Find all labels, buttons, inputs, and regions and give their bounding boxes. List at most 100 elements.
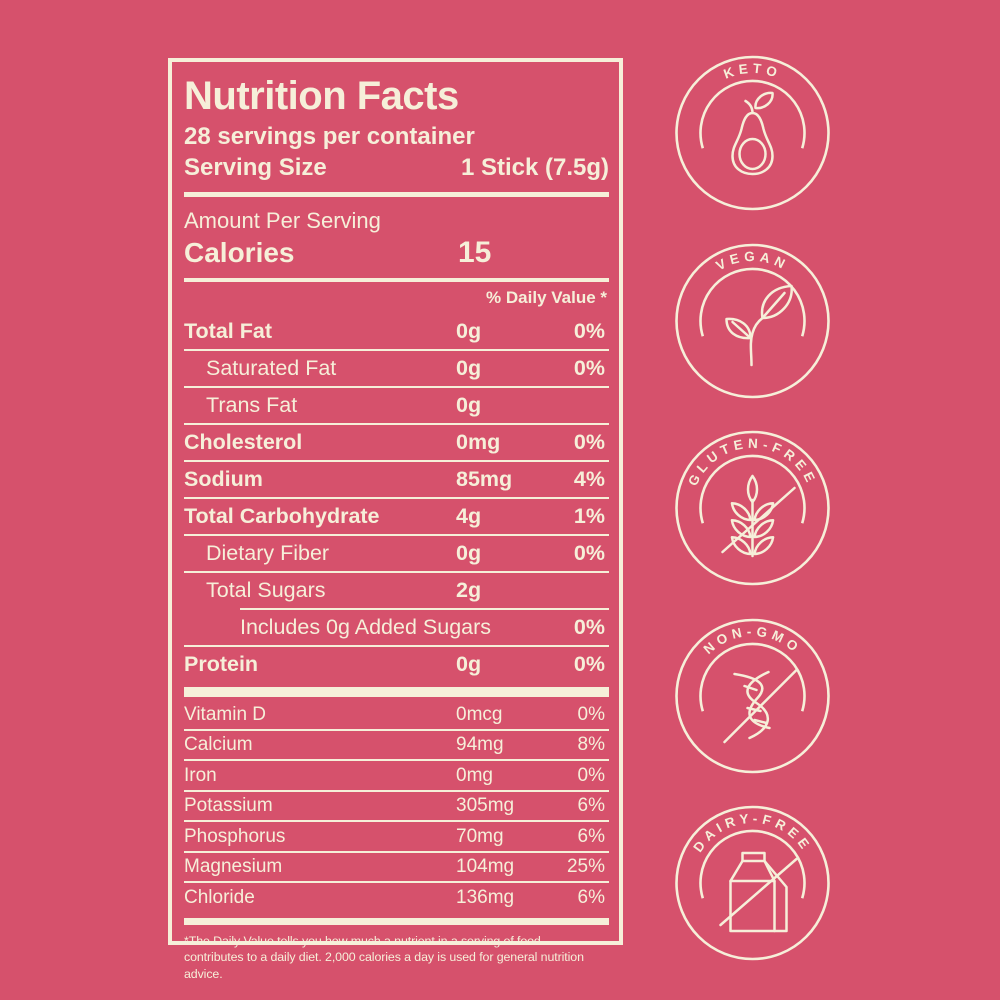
calories-row: Calories 15 [184,234,609,272]
nutrient-amount: 2g [456,578,482,602]
row-total-fat: Total Fat 0g 0% [184,314,609,349]
separator-medium [184,278,609,282]
row-iron: Iron 0mg 0% [184,759,609,790]
badge-vegan: VEGAN [675,243,830,398]
row-cholesterol: Cholesterol 0mg 0% [184,423,609,460]
badge-dairy-free: DAIRY-FREE [675,805,830,961]
nutrient-name: Includes 0g Added Sugars [240,615,492,639]
avocado-icon [731,91,774,176]
nutrient-name: Magnesium [184,856,283,877]
badge-outer-ring [675,430,830,586]
nutrient-dv: 4% [573,467,605,491]
row-potassium: Potassium 305mg 6% [184,789,609,821]
nutrient-amount: 85mg [456,467,513,491]
nutrient-amount: 0g [456,541,482,565]
wheat-crossed-icon [721,474,796,558]
row-trans-fat: Trans Fat 0g [184,386,609,423]
nutrient-dv: 25% [566,856,605,877]
nutrient-dv: 6% [577,825,605,847]
row-phosphorus: Phosphorus 70mg 6% [184,820,609,851]
nutrient-name: Chloride [184,886,255,908]
nutrition-facts-label: Nutrition Facts 28 servings per containe… [168,58,623,981]
calories-value: 15 [458,236,492,269]
nutrient-name: Calcium [184,734,253,755]
nutrient-amount: 0g [456,393,482,417]
milk-carton-crossed-icon [719,851,798,933]
nutrient-name: Trans Fat [206,393,298,417]
row-sodium: Sodium 85mg 4% [184,460,609,497]
badge-label: DAIRY-FREE [690,811,814,855]
nutrient-dv: 6% [577,795,605,816]
nutrient-name: Total Fat [184,319,272,343]
badge-label: KETO [722,61,784,82]
separator-thick [184,687,609,697]
nutrient-name: Total Sugars [206,578,326,602]
badge-column: KETO VEGAN GLUTEN-FREE [672,53,833,963]
row-total-sugars: Total Sugars 2g [184,571,609,608]
nutrient-amount: 0g [456,652,482,676]
badge-keto: KETO [675,55,830,211]
nutrient-dv: 0% [573,652,605,676]
sprout-icon [725,284,793,366]
nutrient-amount: 94mg [456,734,504,755]
badge-outer-ring [675,55,830,211]
nutrient-name: Phosphorus [184,825,286,847]
label-title: Nutrition Facts [184,74,459,118]
row-total-carbohydrate: Total Carbohydrate 4g 1% [184,497,609,534]
badge-outer-ring [675,243,830,398]
nutrient-name: Total Carbohydrate [184,504,380,528]
serving-size-label: Serving Size [184,154,327,181]
nutrient-dv: 0% [573,430,605,454]
nutrient-dv: 0% [577,703,605,725]
nutrient-amount: 305mg [456,795,515,816]
row-dietary-fiber: Dietary Fiber 0g 0% [184,534,609,571]
nutrient-name: Potassium [184,795,273,816]
separator-thick [184,192,609,197]
daily-value-footnote: *The Daily Value tells you how much a nu… [184,933,584,981]
badge-outer-ring [675,805,830,961]
amount-per-serving-label: Amount Per Serving [184,208,381,233]
row-added-sugars: Includes 0g Added Sugars 0% [240,608,609,645]
row-chloride: Chloride 136mg 6% [184,881,609,912]
badge-label: GLUTEN-FREE [685,436,820,489]
badge-inner-arc [699,267,806,337]
nutrient-amount: 4g [456,504,482,528]
nutrient-dv: 0% [573,356,605,380]
row-saturated-fat: Saturated Fat 0g 0% [184,349,609,386]
badge-gluten-free: GLUTEN-FREE [675,430,830,586]
nutrient-dv: 1% [573,504,605,528]
badge-inner-arc [699,642,806,712]
nutrient-amount: 0mg [456,764,493,786]
nutrient-amount: 136mg [456,886,515,908]
nutrient-dv: 0% [573,615,605,639]
nutrient-name: Protein [184,652,259,676]
badge-inner-arc [699,79,806,149]
badge-inner-arc [699,829,806,899]
servings-per-container: 28 servings per container [184,123,475,150]
nutrient-amount: 0g [456,356,482,380]
daily-value-header: % Daily Value * [486,288,607,307]
nutrient-name: Iron [184,764,217,786]
nutrient-dv: 0% [577,764,605,786]
nutrient-amount: 0g [456,319,482,343]
serving-size-value: 1 Stick (7.5g) [460,154,609,181]
row-calcium: Calcium 94mg 8% [184,728,609,760]
dna-crossed-icon [723,668,798,743]
badge-outer-ring [675,618,830,773]
nutrient-dv: 6% [577,886,605,908]
separator-thick [184,917,609,925]
nutrient-name: Cholesterol [184,430,303,454]
nutrient-name: Dietary Fiber [206,541,330,565]
badge-inner-arc [699,454,806,524]
row-magnesium: Magnesium 104mg 25% [184,850,609,882]
nutrient-dv: 0% [573,319,605,343]
nutrient-amount: 0mcg [456,703,503,725]
row-protein: Protein 0g 0% [184,645,609,682]
calories-label: Calories [184,237,295,268]
serving-size-row: Serving Size 1 Stick (7.5g) [184,152,609,183]
nutrient-amount: 70mg [456,825,504,847]
nutrient-name: Saturated Fat [206,356,337,380]
nutrient-name: Vitamin D [184,703,267,725]
badge-non-gmo: NON-GMO [675,618,830,773]
